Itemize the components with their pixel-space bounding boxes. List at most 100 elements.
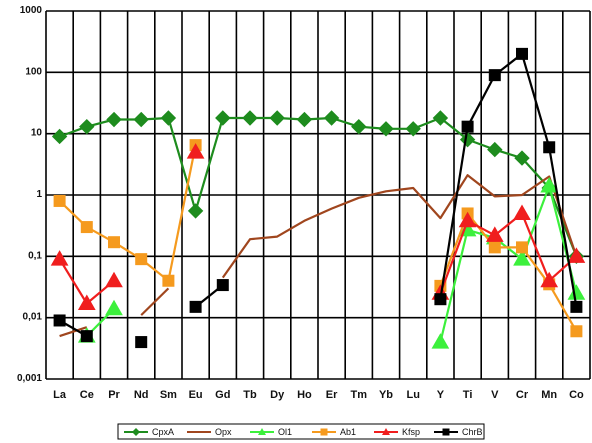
x-tick-label: Ti bbox=[463, 389, 473, 401]
x-tick-label: Sm bbox=[160, 389, 177, 401]
point-cpxa-cr bbox=[514, 150, 530, 166]
y-tick-label: 1000 bbox=[20, 5, 43, 16]
x-tick-label: Ce bbox=[80, 389, 94, 401]
x-tick-label: Dy bbox=[270, 389, 285, 401]
x-tick-label: Yb bbox=[379, 389, 393, 401]
point-chrb-cr bbox=[516, 47, 528, 60]
point-chrb-y bbox=[434, 293, 447, 306]
point-kfsp-ce bbox=[77, 294, 96, 311]
point-chrb-ti bbox=[461, 120, 474, 133]
point-kfsp-mn bbox=[540, 271, 559, 288]
point-ab1-v bbox=[488, 241, 501, 254]
legend-item-opx: Opx bbox=[187, 427, 232, 437]
series-line-kfsp bbox=[439, 212, 578, 294]
legend-item-ab1: Ab1 bbox=[312, 427, 356, 437]
y-tick-label: 0,001 bbox=[17, 373, 42, 384]
legend-box bbox=[117, 423, 485, 440]
point-chrb-gd bbox=[216, 279, 229, 292]
point-chrb-nd bbox=[135, 336, 148, 349]
series-chrb bbox=[53, 47, 583, 349]
x-tick-label: Y bbox=[437, 389, 445, 401]
point-cpxa-ce bbox=[79, 118, 95, 135]
x-tick-label: Er bbox=[326, 389, 338, 401]
legend-item-kfsp: Kfsp bbox=[374, 427, 420, 437]
plot-series bbox=[50, 47, 586, 349]
legend-item-ol1: Ol1 bbox=[250, 427, 292, 437]
legend-swatch-marker bbox=[442, 428, 450, 436]
point-cpxa-gd bbox=[215, 110, 231, 126]
x-tick-label: Co bbox=[569, 389, 584, 401]
series-line-opx bbox=[140, 287, 170, 316]
series-line-opx bbox=[59, 326, 88, 338]
legend-label: Ol1 bbox=[278, 427, 292, 437]
y-tick-label: 0,01 bbox=[23, 312, 43, 323]
point-cpxa-pr bbox=[106, 111, 122, 128]
legend-swatch-marker bbox=[132, 428, 140, 436]
point-ol1-y bbox=[431, 333, 450, 349]
y-tick-label: 1 bbox=[36, 189, 42, 200]
point-cpxa-yb bbox=[378, 121, 394, 137]
point-cpxa-v bbox=[487, 141, 503, 158]
legend-label: Ab1 bbox=[340, 427, 356, 437]
point-cpxa-nd bbox=[133, 111, 149, 128]
point-ab1-pr bbox=[108, 236, 120, 249]
point-cpxa-er bbox=[323, 110, 340, 126]
point-ol1-mn bbox=[540, 177, 559, 193]
x-tick-label: Cr bbox=[516, 389, 529, 401]
point-ol1-cr bbox=[513, 250, 531, 266]
point-cpxa-tm bbox=[351, 118, 367, 135]
x-tick-label: Tb bbox=[243, 389, 257, 401]
y-tick-label: 0,1 bbox=[28, 250, 42, 261]
legend-item-cpxa: CpxA bbox=[124, 427, 174, 437]
point-ab1-sm bbox=[162, 274, 175, 287]
x-tick-label: Lu bbox=[406, 389, 419, 401]
x-tick-label: Pr bbox=[108, 389, 120, 401]
point-chrb-mn bbox=[543, 141, 556, 154]
y-tick-label: 100 bbox=[25, 66, 42, 77]
point-ab1-nd bbox=[135, 253, 148, 266]
legend-swatch-marker bbox=[382, 428, 390, 435]
y-axis-ticks: 1000 100 10 1 0,1 0,01 0,001 bbox=[17, 5, 42, 384]
point-kfsp-co bbox=[567, 247, 586, 263]
point-ab1-ce bbox=[80, 221, 93, 234]
legend-swatch-marker bbox=[258, 428, 266, 435]
point-chrb-ce bbox=[80, 330, 93, 343]
x-tick-label: Gd bbox=[215, 389, 230, 401]
point-kfsp-cr bbox=[513, 204, 531, 220]
legend-swatch-marker bbox=[320, 428, 328, 436]
point-cpxa-ho bbox=[296, 111, 313, 128]
x-tick-label: La bbox=[53, 389, 67, 401]
legend-label: Opx bbox=[215, 427, 232, 437]
point-chrb-la bbox=[53, 314, 66, 327]
series-cpxa bbox=[51, 110, 585, 265]
point-kfsp-pr bbox=[105, 271, 123, 288]
legend: CpxA Opx Ol1 Ab1 Kfsp ChrB bbox=[117, 423, 485, 440]
point-chrb-co bbox=[570, 300, 583, 313]
series-opx bbox=[59, 174, 578, 338]
point-kfsp-v bbox=[485, 226, 504, 242]
point-chrb-eu bbox=[189, 300, 202, 313]
x-tick-label: Ho bbox=[297, 389, 312, 401]
point-cpxa-tb bbox=[242, 110, 258, 126]
point-cpxa-sm bbox=[160, 110, 177, 126]
x-tick-label: Eu bbox=[189, 389, 203, 401]
x-tick-label: Mn bbox=[541, 389, 557, 401]
point-kfsp-la bbox=[50, 250, 69, 266]
point-chrb-v bbox=[488, 69, 501, 82]
legend-item-chrb: ChrB bbox=[434, 427, 483, 437]
point-ol1-pr bbox=[105, 299, 123, 316]
legend-label: Kfsp bbox=[402, 427, 420, 437]
point-kfsp-ti bbox=[458, 211, 477, 228]
series-line-chrb bbox=[439, 52, 578, 308]
point-kfsp-eu bbox=[186, 143, 205, 159]
point-cpxa-lu bbox=[405, 121, 421, 137]
x-tick-label: Nd bbox=[134, 389, 149, 401]
x-axis-ticks: La Ce Pr Nd Sm Eu Gd Tb Dy Ho Er Tm Yb Lu Y Ti V Cr Mn Co bbox=[53, 389, 584, 401]
legend-label: CpxA bbox=[152, 427, 174, 437]
point-cpxa-eu bbox=[187, 203, 204, 219]
point-ab1-la bbox=[53, 194, 66, 207]
point-ab1-co bbox=[570, 325, 583, 338]
point-cpxa-y bbox=[432, 110, 449, 126]
point-cpxa-dy bbox=[269, 110, 285, 126]
point-ol1-co bbox=[567, 284, 586, 300]
